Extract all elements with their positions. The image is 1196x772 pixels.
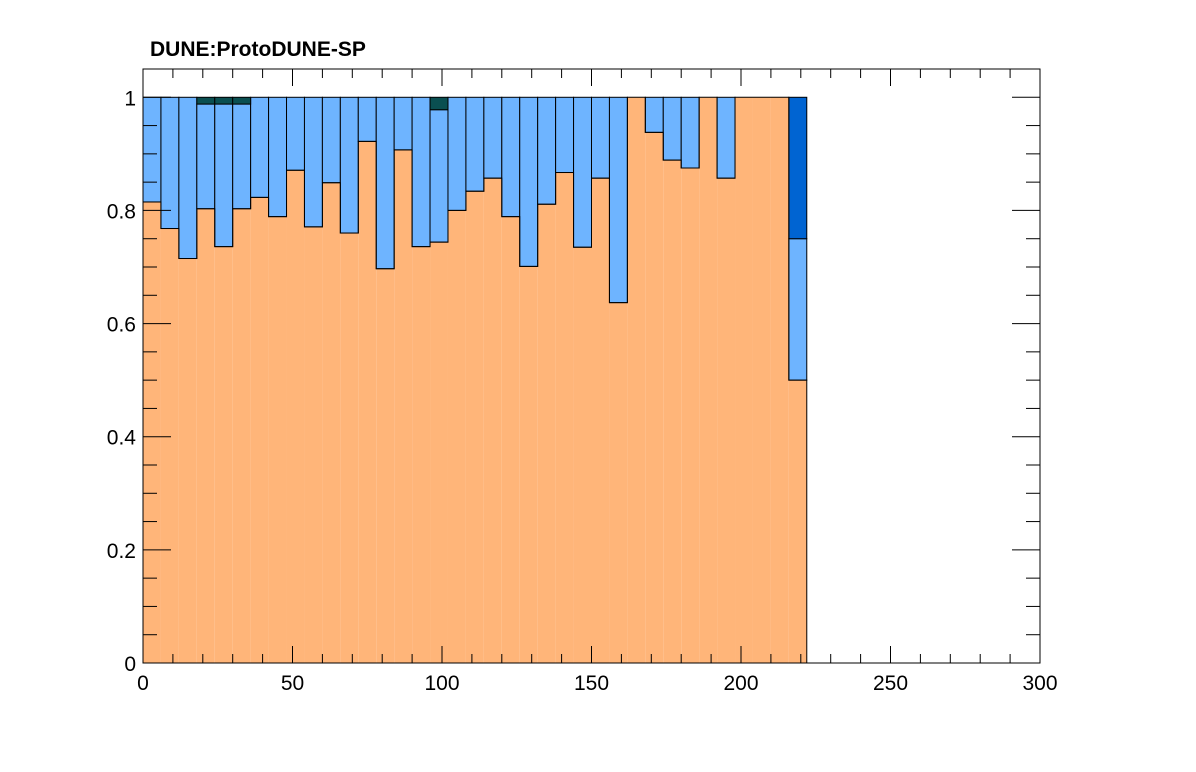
bar-series0-bin25 xyxy=(591,178,610,663)
histogram-outline xyxy=(142,96,808,663)
bar-series0-bin26 xyxy=(609,302,628,663)
bar-series1-bin13 xyxy=(375,96,395,270)
bar-series3-bin36 xyxy=(788,96,808,240)
x-tick-label: 250 xyxy=(873,672,908,695)
bar-series1-bin20 xyxy=(501,96,521,218)
bar-series2-bin3 xyxy=(196,96,216,105)
bar-series0-bin36 xyxy=(788,380,807,663)
bar-series1-bin4 xyxy=(214,103,234,248)
bar-series1-bin16 xyxy=(429,109,449,243)
bar-series0-bin30 xyxy=(681,168,700,663)
bar-series0-bin13 xyxy=(376,268,395,663)
bar-series0-bin23 xyxy=(555,172,574,664)
bar-series1-bin18 xyxy=(465,96,485,192)
y-tick-label: 0.4 xyxy=(107,427,137,450)
y-tick-label: 1 xyxy=(124,87,136,110)
y-axis-tick-labels: 0 0.2 0.4 0.6 0.8 1 xyxy=(107,87,137,676)
x-tick-label: 0 xyxy=(137,672,149,695)
bar-series0-bin1 xyxy=(160,228,179,663)
chart-title: DUNE:ProtoDUNE-SP xyxy=(150,38,366,61)
bar-series1-bin9 xyxy=(303,96,323,228)
x-axis-tick-labels: 0 50 100 150 200 250 300 xyxy=(137,672,1057,695)
chart-bars xyxy=(142,96,808,664)
x-tick-label: 300 xyxy=(1022,672,1057,695)
y-tick-label: 0.6 xyxy=(107,314,136,337)
bar-series1-bin22 xyxy=(537,96,557,205)
bar-series0-bin7 xyxy=(268,216,287,663)
bar-series0-bin0 xyxy=(143,201,161,663)
bar-series0-bin9 xyxy=(304,226,323,663)
bar-series0-bin19 xyxy=(483,178,502,663)
bar-series0-bin32 xyxy=(717,178,736,663)
bar-series0-bin6 xyxy=(250,197,269,663)
bar-series1-bin29 xyxy=(662,96,682,161)
bar-series0-bin27 xyxy=(627,97,646,664)
bar-series0-bin15 xyxy=(412,246,431,664)
bar-series1-bin12 xyxy=(357,96,377,142)
bar-series2-bin4 xyxy=(214,96,234,105)
bar-series0-bin8 xyxy=(286,170,305,663)
bar-series1-bin5 xyxy=(232,103,252,210)
y-tick-label: 0 xyxy=(124,653,136,676)
y-tick-label: 0.8 xyxy=(107,200,136,223)
bar-series1-bin6 xyxy=(250,96,270,198)
bar-series0-bin31 xyxy=(699,97,718,664)
bar-series0-bin28 xyxy=(645,132,664,664)
bar-series0-bin21 xyxy=(519,266,538,663)
bar-series1-bin17 xyxy=(447,96,467,211)
bar-series2-bin16 xyxy=(429,96,449,111)
y-tick-label: 0.2 xyxy=(107,540,136,563)
bar-series1-bin10 xyxy=(321,96,341,184)
bar-series1-bin28 xyxy=(644,96,664,133)
bar-series0-bin3 xyxy=(196,208,215,663)
bar-series2-bin5 xyxy=(232,96,252,105)
bar-series1-bin2 xyxy=(178,96,198,260)
bar-series1-bin1 xyxy=(160,96,180,230)
bar-series1-bin14 xyxy=(393,96,413,151)
x-tick-label: 100 xyxy=(424,672,459,695)
bar-series0-bin14 xyxy=(394,149,413,663)
bar-series1-bin3 xyxy=(196,103,216,210)
bar-series0-bin34 xyxy=(752,97,771,664)
bar-series1-bin36 xyxy=(788,238,808,381)
bar-series1-bin15 xyxy=(411,96,431,248)
x-tick-label: 200 xyxy=(723,672,758,695)
bar-series1-bin24 xyxy=(573,96,592,248)
bar-series0-bin10 xyxy=(322,182,341,664)
bar-series0-bin24 xyxy=(573,247,592,663)
bar-series0-bin17 xyxy=(447,210,466,663)
bar-series0-bin12 xyxy=(358,141,377,663)
bar-series0-bin11 xyxy=(340,233,359,664)
bar-series1-bin21 xyxy=(519,96,539,267)
bar-series0-bin18 xyxy=(465,191,484,664)
bar-series0-bin22 xyxy=(537,204,556,663)
bar-series1-bin23 xyxy=(555,96,575,174)
bar-series1-bin7 xyxy=(268,96,288,218)
x-tick-label: 150 xyxy=(574,672,609,695)
x-tick-label: 50 xyxy=(281,672,304,695)
bar-series0-bin33 xyxy=(735,97,753,664)
bar-series1-bin0 xyxy=(142,96,162,203)
bar-series1-bin19 xyxy=(483,96,503,179)
bar-series1-bin30 xyxy=(680,96,700,169)
bar-series1-bin8 xyxy=(286,96,305,171)
bar-series0-bin2 xyxy=(178,258,197,663)
bar-series0-bin16 xyxy=(430,242,448,663)
bar-series0-bin5 xyxy=(232,208,251,663)
bar-series1-bin25 xyxy=(591,96,610,179)
bar-series0-bin29 xyxy=(663,160,682,663)
axis-ticks xyxy=(142,69,1041,664)
bar-series1-bin11 xyxy=(339,96,359,234)
bar-series1-bin26 xyxy=(608,96,628,304)
bar-series1-bin32 xyxy=(716,96,736,179)
bar-series0-bin4 xyxy=(214,246,233,664)
bar-series0-bin35 xyxy=(770,97,789,664)
bar-series0-bin20 xyxy=(501,216,520,663)
